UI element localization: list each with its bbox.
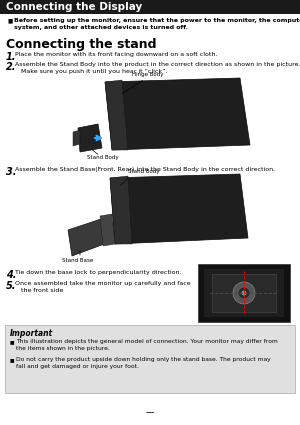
FancyBboxPatch shape	[212, 274, 276, 312]
Text: Tie down the base lock to perpendicularity direction.: Tie down the base lock to perpendiculari…	[15, 270, 181, 275]
Text: Important: Important	[10, 329, 53, 338]
Circle shape	[238, 287, 250, 299]
Polygon shape	[100, 214, 115, 246]
Text: Stand Base: Stand Base	[62, 258, 94, 263]
Text: Connecting the stand: Connecting the stand	[6, 38, 157, 51]
Text: 5.: 5.	[6, 281, 16, 291]
Polygon shape	[105, 78, 250, 150]
Polygon shape	[78, 124, 102, 152]
Text: Do not carry the product upside down holding only the stand base. The product ma: Do not carry the product upside down hol…	[16, 357, 271, 368]
Polygon shape	[105, 80, 128, 150]
Text: Assemble the Stand Body into the product in the correct direction as shown in th: Assemble the Stand Body into the product…	[15, 62, 300, 74]
Text: Once assembled take the monitor up carefully and face
   the front side: Once assembled take the monitor up caref…	[15, 281, 190, 292]
Text: Stand Body: Stand Body	[128, 169, 160, 174]
Text: Hinge Body: Hinge Body	[132, 72, 164, 77]
Text: 1.: 1.	[6, 52, 16, 62]
Polygon shape	[68, 216, 115, 256]
Polygon shape	[73, 130, 80, 146]
Circle shape	[242, 291, 247, 295]
FancyBboxPatch shape	[198, 264, 290, 322]
Text: Place the monitor with its front facing downward on a soft cloth.: Place the monitor with its front facing …	[15, 52, 217, 57]
FancyBboxPatch shape	[0, 0, 300, 14]
Text: 4.: 4.	[6, 270, 16, 280]
Circle shape	[233, 282, 255, 304]
Text: ■: ■	[8, 18, 13, 23]
Text: Stand Body: Stand Body	[87, 155, 119, 160]
Text: 3.: 3.	[6, 167, 16, 177]
FancyBboxPatch shape	[204, 269, 284, 317]
Text: 2.: 2.	[6, 62, 16, 72]
Text: This illustration depicts the general model of connection. Your monitor may diff: This illustration depicts the general mo…	[16, 339, 278, 351]
Polygon shape	[110, 176, 132, 244]
Text: —: —	[146, 408, 154, 417]
Polygon shape	[110, 174, 248, 244]
Text: Connecting the Display: Connecting the Display	[6, 2, 142, 12]
Text: Assemble the Stand Base(Front, Rear) into the Stand Body in the correct directio: Assemble the Stand Base(Front, Rear) int…	[15, 167, 275, 172]
Text: ■: ■	[10, 357, 15, 362]
Text: Before setting up the monitor, ensure that the power to the monitor, the compute: Before setting up the monitor, ensure th…	[14, 18, 300, 30]
FancyBboxPatch shape	[5, 325, 295, 393]
Text: ■: ■	[10, 339, 15, 344]
